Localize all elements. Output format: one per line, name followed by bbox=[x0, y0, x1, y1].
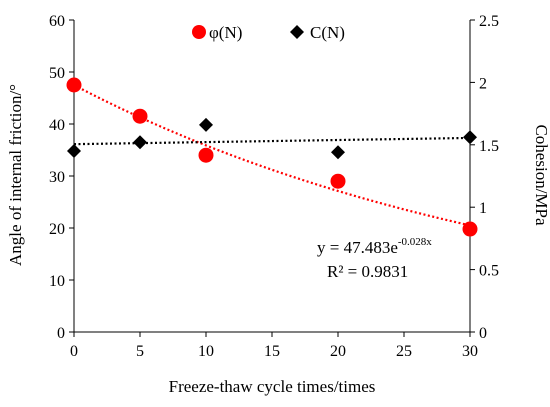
y-left-axis-title: Angle of internal friction/° bbox=[6, 84, 25, 266]
y-left-tick-label: 50 bbox=[49, 65, 65, 82]
x-tick-label: 25 bbox=[396, 343, 412, 360]
y-left-tick-label: 60 bbox=[49, 13, 65, 30]
y-right-tick-label: 1.5 bbox=[479, 138, 499, 155]
y-right-tick-label: 1 bbox=[479, 200, 487, 217]
c-point bbox=[199, 117, 213, 132]
x-tick-label: 5 bbox=[136, 343, 144, 360]
x-tick-label: 30 bbox=[462, 343, 478, 360]
x-ticks: 0 5 10 15 20 25 30 bbox=[70, 332, 478, 360]
y-right-tick-label: 2 bbox=[479, 75, 487, 92]
equation-base: y = 47.483e bbox=[317, 238, 398, 257]
y-right-tick-label: 2.5 bbox=[479, 13, 499, 30]
trendline-c bbox=[73, 136, 471, 146]
plot-frame bbox=[73, 20, 471, 333]
legend-label-c: C(N) bbox=[310, 23, 345, 42]
x-tick-label: 15 bbox=[264, 343, 280, 360]
legend-marker-phi bbox=[192, 25, 206, 39]
x-tick-label: 20 bbox=[330, 343, 346, 360]
phi-point bbox=[66, 77, 82, 93]
trendline-equation: y = 47.483e-0.028x bbox=[317, 236, 432, 257]
x-tick-label: 10 bbox=[198, 343, 214, 360]
trendlines bbox=[73, 84, 471, 227]
legend: φ(N) C(N) bbox=[192, 23, 345, 42]
trendline-r-squared: R² = 0.9831 bbox=[327, 262, 408, 281]
y-right-ticks: 0 0.5 1 1.5 2 2.5 bbox=[470, 13, 499, 342]
y-left-tick-label: 40 bbox=[49, 117, 65, 134]
phi-point bbox=[330, 173, 346, 189]
y-right-tick-label: 0.5 bbox=[479, 263, 499, 280]
phi-point bbox=[462, 221, 478, 237]
y-left-tick-label: 10 bbox=[49, 273, 65, 290]
y-left-ticks: 0 10 20 30 40 50 60 bbox=[49, 13, 74, 342]
y-right-axis-title: Cohesion/MPa bbox=[532, 124, 550, 226]
markers bbox=[66, 77, 478, 237]
phi-point bbox=[198, 147, 214, 163]
x-tick-label: 0 bbox=[70, 343, 78, 360]
y-left-tick-label: 0 bbox=[57, 325, 65, 342]
phi-point bbox=[132, 108, 148, 124]
c-point bbox=[331, 145, 345, 160]
c-point bbox=[463, 130, 477, 145]
y-left-tick-label: 30 bbox=[49, 169, 65, 186]
x-axis-title: Freeze-thaw cycle times/times bbox=[169, 377, 376, 396]
legend-marker-c bbox=[290, 25, 304, 39]
trendline-annotation: y = 47.483e-0.028x R² = 0.9831 bbox=[317, 236, 432, 281]
c-point bbox=[67, 144, 81, 159]
trendline-phi bbox=[73, 84, 471, 227]
y-left-tick-label: 20 bbox=[49, 221, 65, 238]
y-right-tick-label: 0 bbox=[479, 325, 487, 342]
equation-exponent: -0.028x bbox=[398, 236, 432, 248]
c-point bbox=[133, 135, 147, 150]
legend-label-phi: φ(N) bbox=[209, 23, 242, 42]
